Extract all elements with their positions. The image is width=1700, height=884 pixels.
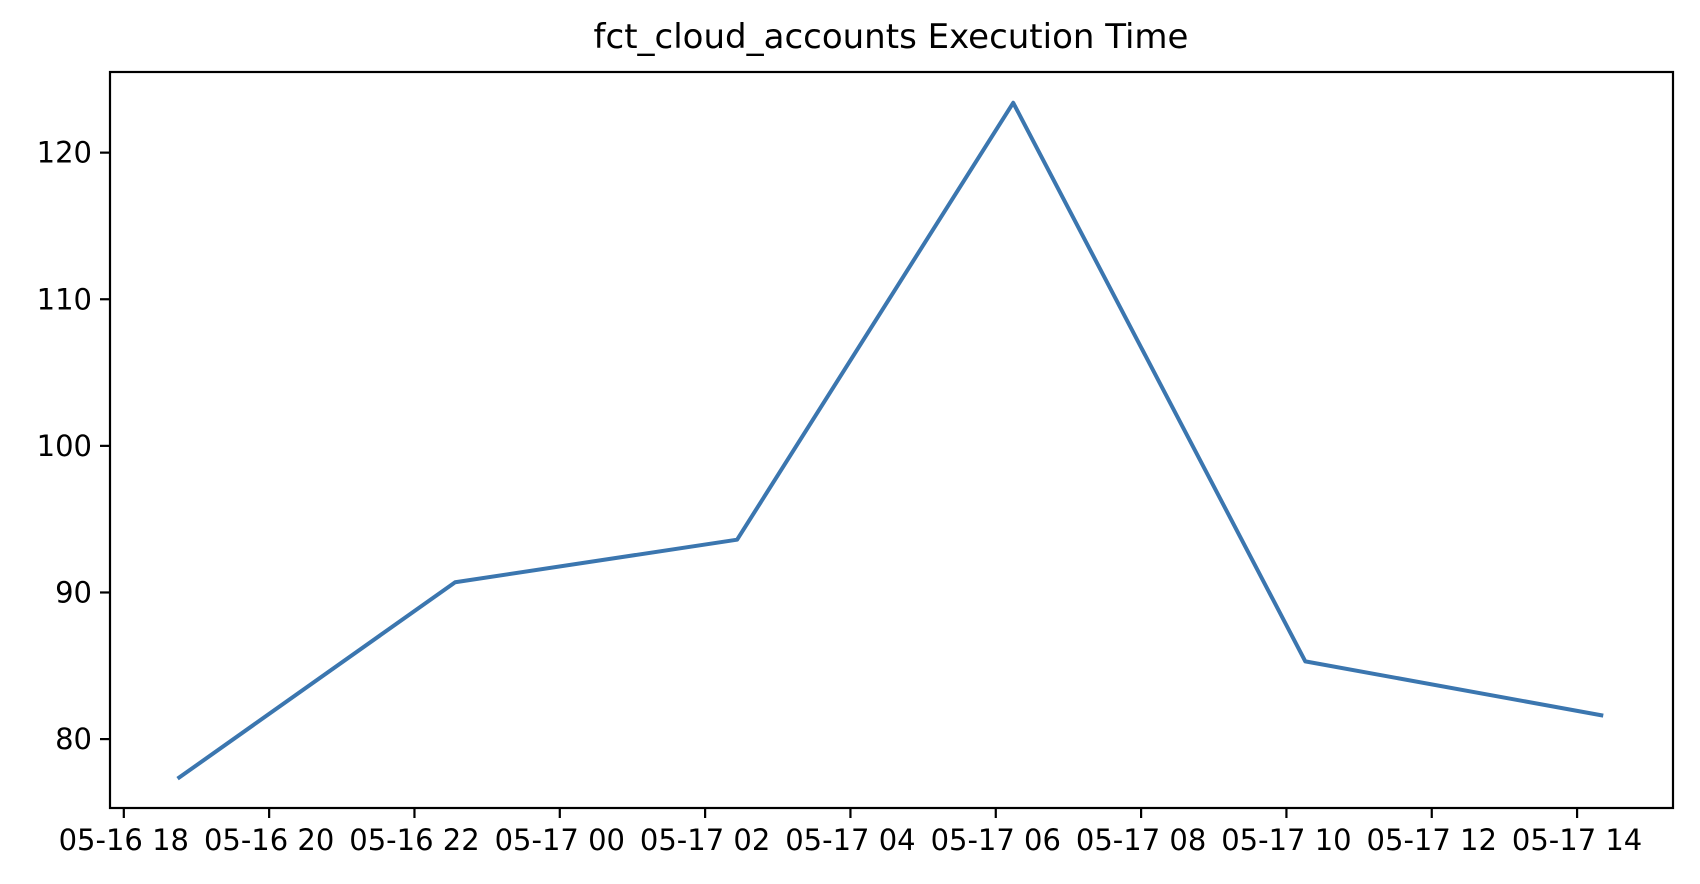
x-tick-label: 05-16 18 — [59, 823, 189, 857]
data-series-layer — [176, 100, 1604, 781]
x-tick-label: 05-17 10 — [1221, 823, 1351, 857]
y-tick-label: 110 — [37, 282, 92, 316]
y-tick-label: 100 — [37, 429, 92, 463]
x-tick-label: 05-17 08 — [1076, 823, 1206, 857]
execution-time-line — [176, 100, 1604, 781]
x-tick-label: 05-16 20 — [204, 823, 334, 857]
x-tick-label: 05-17 04 — [785, 823, 915, 857]
y-tick-label: 120 — [37, 136, 92, 170]
axes-layer: 05-16 18 05-16 20 05-16 22 05-17 00 05-17 02… — [37, 70, 1675, 857]
x-tick-label: 05-16 22 — [349, 823, 479, 857]
plot-box-spines — [108, 70, 1675, 810]
x-tick-label: 05-17 14 — [1512, 823, 1642, 857]
x-tick-label: 05-17 00 — [495, 823, 625, 857]
x-tick-label: 05-17 06 — [931, 823, 1061, 857]
y-tick-label: 80 — [55, 722, 92, 756]
x-tick-label: 05-17 12 — [1367, 823, 1497, 857]
y-tick-label: 90 — [55, 575, 92, 609]
chart-title: fct_cloud_accounts Execution Time — [594, 17, 1189, 57]
x-tick-label: 05-17 02 — [640, 823, 770, 857]
